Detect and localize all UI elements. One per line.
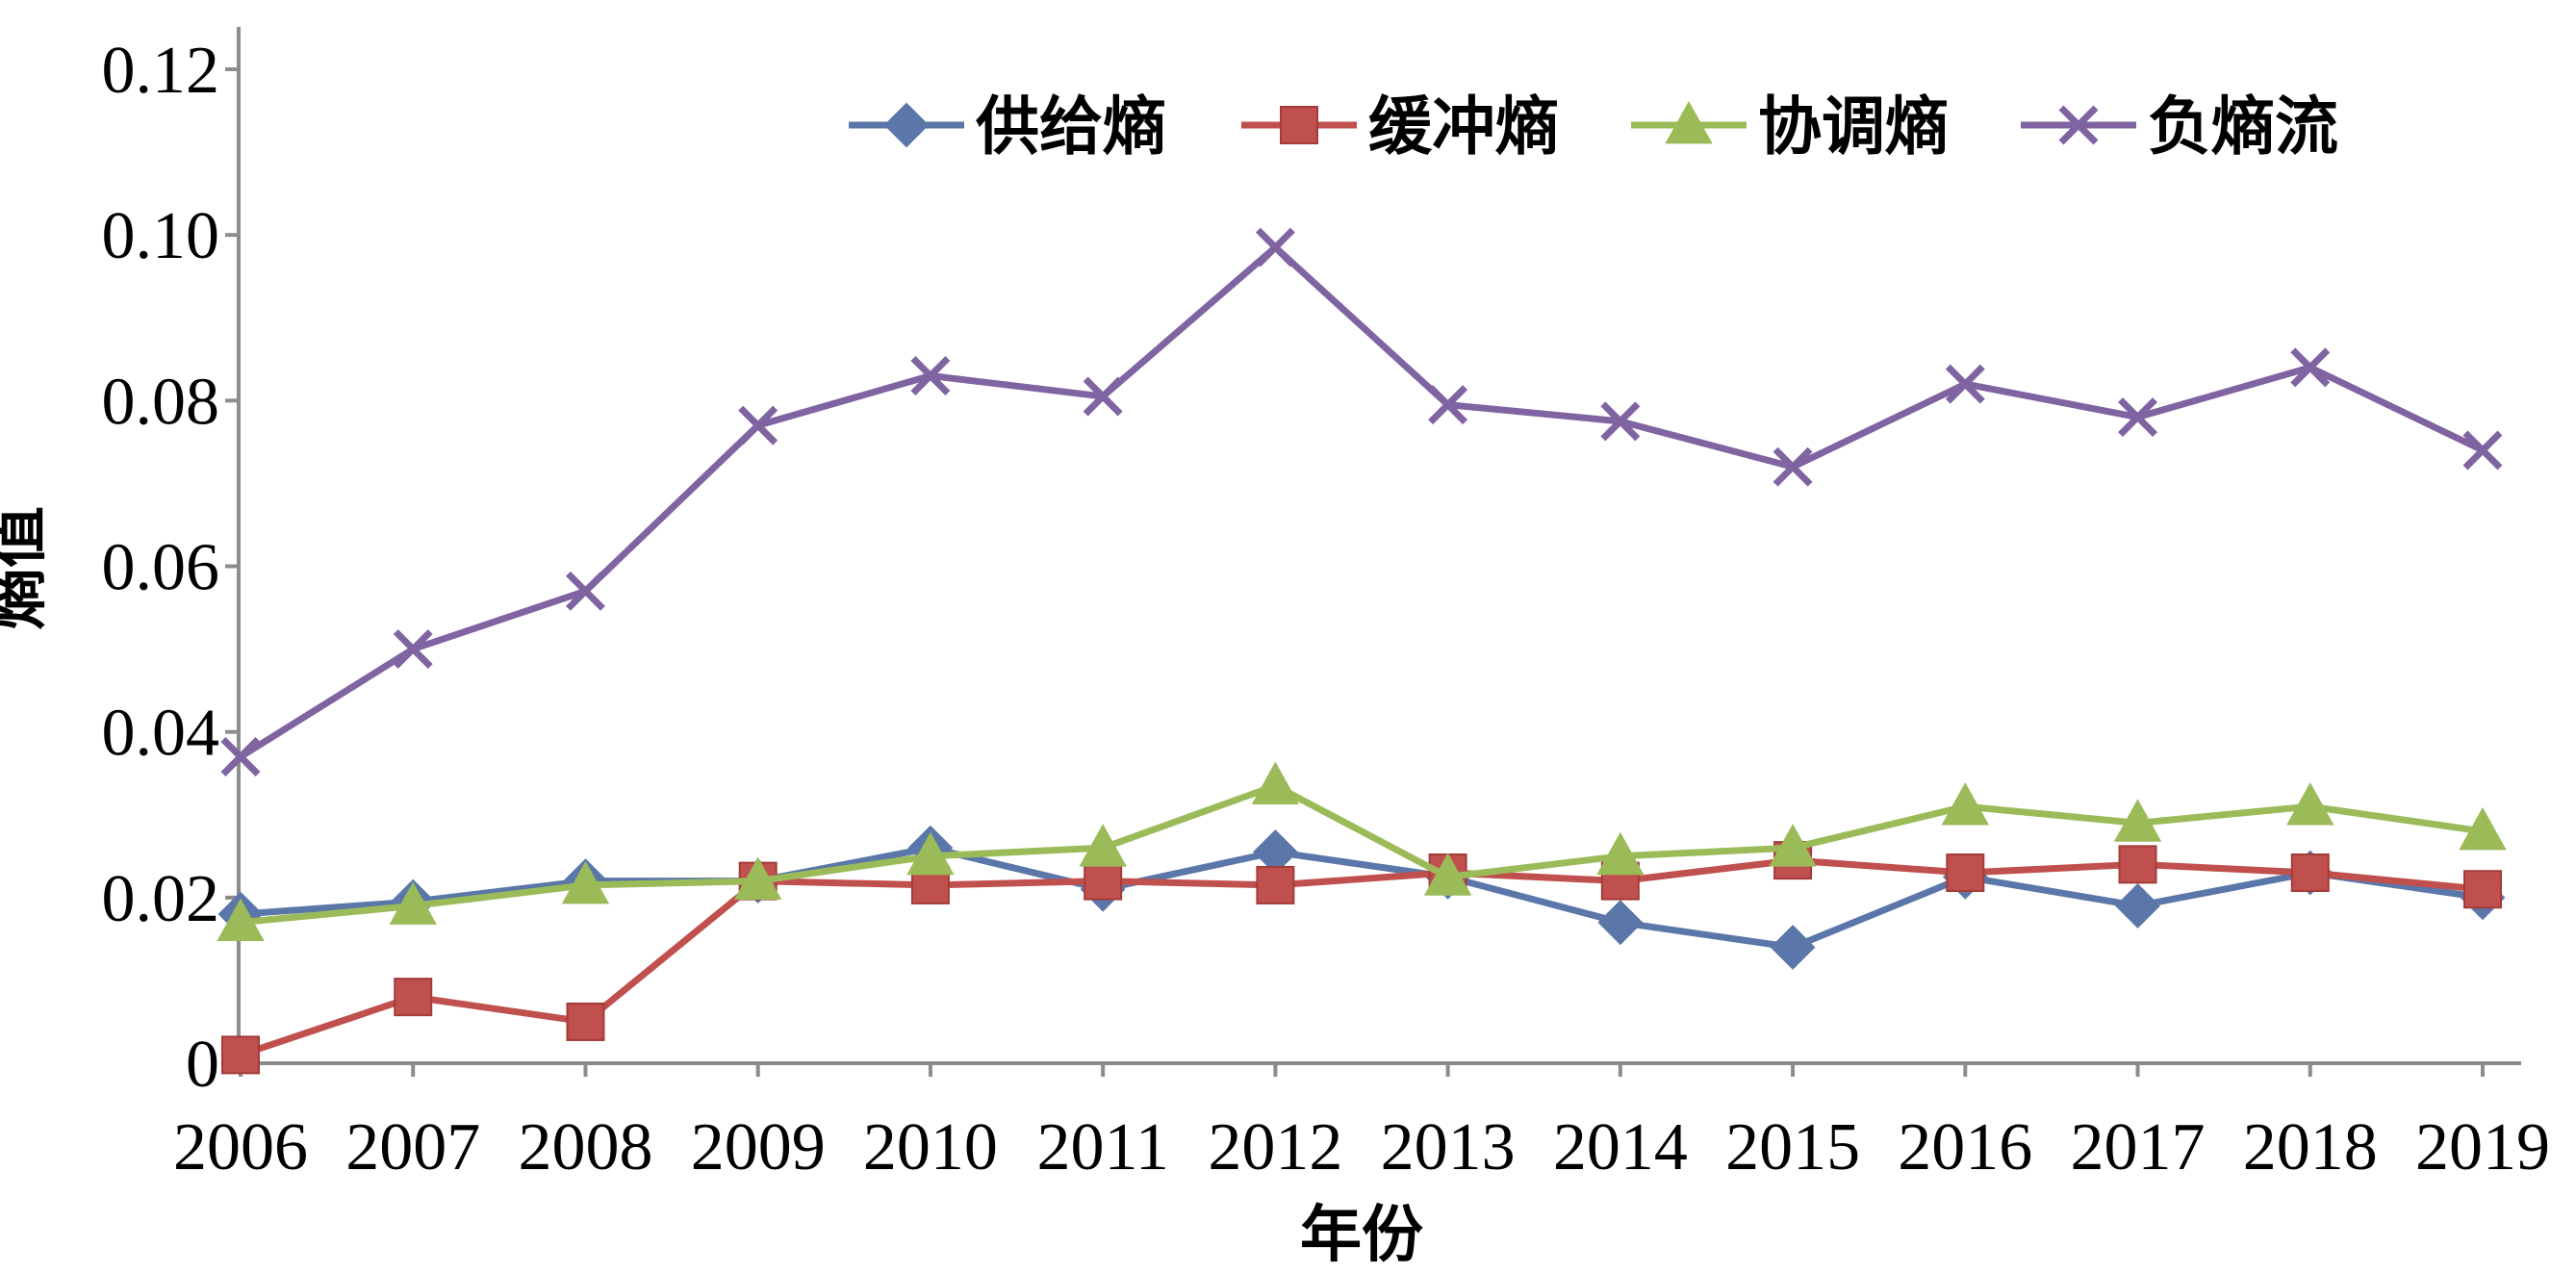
legend-label: 负熵流 [2148,89,2338,164]
data-point [733,856,782,901]
series-line [239,243,2485,760]
series-cross [220,227,2503,777]
series-layer [217,227,2507,1075]
x-tick-label: 2018 [2243,1110,2378,1184]
data-point [1941,782,1990,826]
legend-marker [1280,106,1318,144]
data-point [1255,227,1295,267]
data-point [1084,861,1123,901]
x-tick-label: 2015 [1725,1110,1860,1184]
data-point [1423,853,1472,896]
y-tick-label: 0.12 [102,34,220,108]
data-point [566,1002,605,1041]
data-point [1773,446,1813,487]
axes: 0 0.02 0.04 0.06 0.08 0.10 0.12 2006 2007 2008 200… [102,27,2550,1184]
data-point [1770,925,1816,970]
data-point [2118,845,2157,884]
legend-label: 供给熵 [976,89,1166,164]
data-point [389,881,437,925]
data-point [2462,430,2503,471]
legend-marker [2058,105,2099,145]
data-point [1945,364,1985,404]
legend-marker [1665,100,1713,144]
series-triangle [217,761,2507,942]
y-tick-label: 0.06 [102,531,220,605]
series-line [239,856,2484,1058]
data-point [221,1035,260,1075]
series-line [240,844,2484,951]
data-point [2286,782,2334,826]
data-point [2290,853,2330,893]
series-square [221,841,2502,1075]
y-tick-label: 0 [186,1028,219,1102]
y-tick-label: 0.04 [102,697,220,771]
data-point [220,737,261,777]
x-tick-label: 2017 [2071,1110,2206,1184]
data-point [1946,853,1985,893]
legend-item: 缓冲熵 [1241,89,1559,164]
data-point [2113,799,2162,842]
data-point [2290,347,2331,388]
y-tick-label: 0.10 [102,199,220,273]
x-tick-label: 2019 [2415,1110,2550,1184]
data-point [1769,824,1817,867]
data-point [1428,385,1468,425]
y-tick-label: 0.02 [102,862,220,936]
data-point [2118,397,2158,438]
legend-label: 协调熵 [1758,89,1949,164]
data-point [2459,806,2507,851]
data-point [910,356,951,395]
legend-item: 负熵流 [2021,89,2338,164]
legend-marker [883,102,930,148]
data-point [1256,865,1295,904]
legend-item: 协调熵 [1631,89,1949,164]
legend-label: 缓冲熵 [1368,89,1559,164]
data-point [1600,401,1641,442]
data-point [394,978,433,1017]
x-tick-label: 2016 [1898,1110,2032,1184]
data-point [1251,761,1300,805]
data-point [217,898,265,942]
x-tick-label: 2013 [1381,1110,1516,1184]
x-tick-label: 2008 [518,1110,652,1184]
legend-item: 供给熵 [849,89,1166,164]
data-point [1079,824,1127,867]
legend: 供给熵 缓冲熵 协调熵 负熵流 [849,89,2338,164]
y-axis-title: 熵值 [0,506,54,630]
data-point [393,629,433,670]
x-tick-label: 2010 [863,1110,998,1184]
series-line [240,782,2484,927]
x-tick-label: 2012 [1208,1110,1342,1184]
x-tick-label: 2007 [345,1110,480,1184]
data-point [738,405,778,446]
data-point [1596,831,1645,876]
series-diamond [217,825,2506,970]
y-tick-label: 0.08 [102,365,220,439]
data-point [906,831,955,876]
data-point [2115,883,2160,929]
x-tick-label: 2006 [173,1110,308,1184]
data-point [561,860,610,904]
x-tick-label: 2011 [1036,1110,1168,1184]
x-tick-label: 2009 [691,1110,826,1184]
x-axis-title: 年份 [1300,1200,1423,1271]
data-point [2463,870,2502,909]
x-tick-label: 2014 [1553,1110,1688,1184]
data-point [1083,376,1123,417]
data-point [565,571,605,611]
data-point [1597,900,1644,946]
